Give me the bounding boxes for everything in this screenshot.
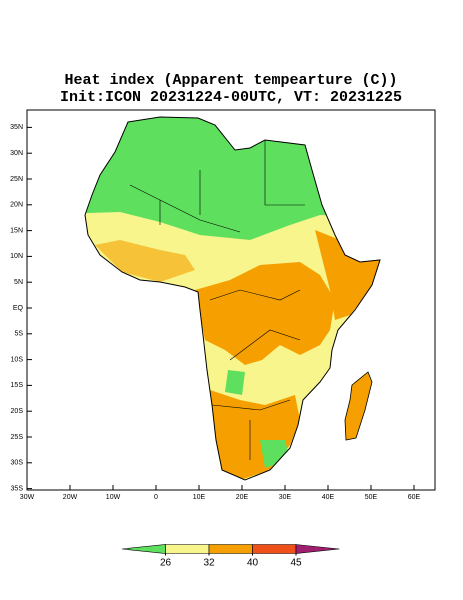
- colorbar-segment: [121, 544, 166, 554]
- subtitle: Init:ICON 20231224-00UTC, VT: 20231225: [60, 89, 402, 106]
- lat-tick-label: EQ: [13, 305, 24, 312]
- lon-tick-label: 60E: [408, 494, 421, 501]
- lat-tick-label: 10N: [10, 253, 23, 260]
- lon-tick-label: 20W: [63, 494, 78, 501]
- map-frame: [26, 109, 436, 491]
- colorbar-segment: [208, 544, 253, 554]
- coastline: [84, 116, 381, 481]
- lon-tick-label: 40E: [322, 494, 335, 501]
- lon-tick-label: 30E: [279, 494, 292, 501]
- colorbar-label: 32: [203, 558, 215, 569]
- lon-tick-label: 20E: [236, 494, 249, 501]
- colorbar-segment: [295, 544, 340, 554]
- lat-tick-label: 10S: [11, 356, 24, 363]
- lon-tick-label: 10E: [193, 494, 206, 501]
- lat-tick-label: 25S: [11, 434, 24, 441]
- lat-tick-label: 30N: [10, 150, 23, 157]
- lat-tick-label: 15N: [10, 227, 23, 234]
- lat-tick-label: 25N: [10, 176, 23, 183]
- colorbar-label: 40: [247, 558, 259, 569]
- heat-field: [85, 117, 380, 480]
- lat-tick-label: 30S: [11, 460, 24, 467]
- lat-tick-label: 35S: [11, 485, 24, 492]
- madagascar: [344, 371, 373, 441]
- lon-tick-label: 30W: [20, 494, 35, 501]
- lat-tick-label: 15S: [11, 382, 24, 389]
- colorbar-segment: [252, 544, 297, 554]
- borders: [129, 140, 305, 460]
- lat-tick-label: 5N: [14, 279, 23, 286]
- colorbar-segment: [165, 544, 210, 554]
- lat-tick-label: 20N: [10, 202, 23, 209]
- colorbar-label: 26: [160, 558, 172, 569]
- lon-tick-label: 50E: [365, 494, 378, 501]
- lat-tick-label: 35N: [10, 124, 23, 131]
- colorbar-label: 45: [290, 558, 302, 569]
- lon-tick-label: 10W: [106, 494, 121, 501]
- title: Heat index (Apparent tempearture (C)): [64, 72, 397, 89]
- lat-tick-label: 5S: [14, 331, 23, 338]
- lon-tick-label: 0: [154, 494, 158, 501]
- lat-tick-label: 20S: [11, 408, 24, 415]
